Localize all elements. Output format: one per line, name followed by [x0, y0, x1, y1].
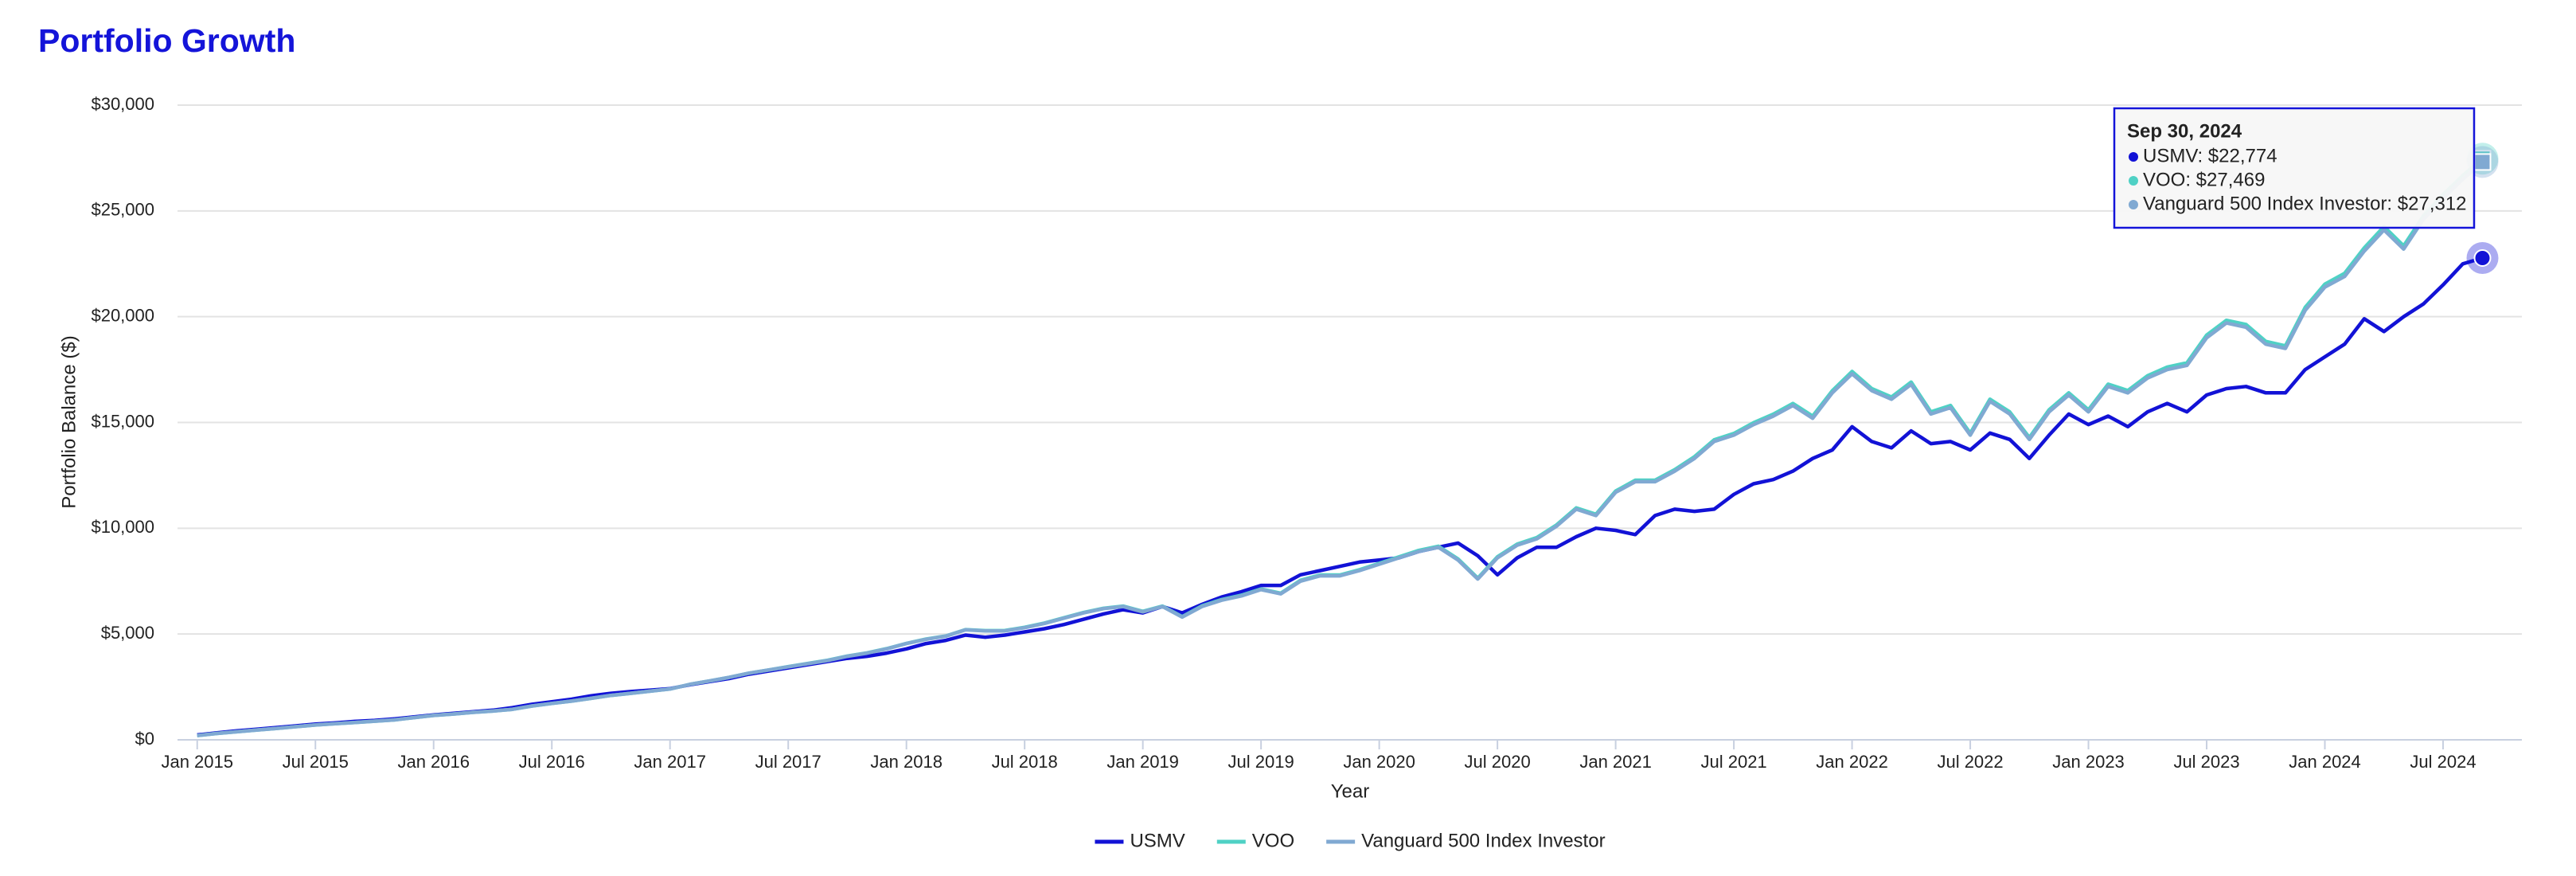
x-tick-label: Jul 2021 — [1700, 752, 1766, 772]
x-tick-label: Jan 2016 — [397, 752, 470, 772]
tooltip-entry: USMV: $22,774 — [2143, 145, 2277, 166]
series-line — [197, 256, 2484, 737]
tooltip-entry: VOO: $27,469 — [2143, 169, 2265, 190]
tooltip-entry: Vanguard 500 Index Investor: $27,312 — [2143, 193, 2467, 214]
tooltip-dot — [2129, 200, 2138, 209]
tooltip-dot — [2129, 152, 2138, 162]
series-line — [197, 160, 2484, 737]
y-tick-label: $30,000 — [91, 94, 154, 114]
x-tick-label: Jul 2023 — [2173, 752, 2239, 772]
x-tick-label: Jan 2020 — [1343, 752, 1415, 772]
x-tick-label: Jan 2021 — [1579, 752, 1652, 772]
tooltip-dot — [2129, 176, 2138, 186]
y-tick-label: $0 — [135, 729, 154, 749]
chart-title: Portfolio Growth — [38, 22, 295, 59]
x-tick-label: Jan 2015 — [161, 752, 233, 772]
legend: USMV VOO Vanguard 500 Index Investor — [1095, 830, 1606, 851]
legend-item: USMV — [1095, 830, 1185, 851]
y-tick-label: $20,000 — [91, 305, 154, 325]
x-tick-label: Jan 2018 — [870, 752, 943, 772]
y-tick-label: $25,000 — [91, 200, 154, 220]
tooltip-title: Sep 30, 2024 — [2127, 120, 2242, 142]
x-tick-label: Jul 2024 — [2410, 752, 2476, 772]
x-tick-label: Jan 2017 — [634, 752, 706, 772]
x-tick-label: Jan 2023 — [2052, 752, 2125, 772]
x-tick-label: Jan 2022 — [1816, 752, 1888, 772]
legend-item: VOO — [1216, 830, 1294, 851]
hover-marker — [2473, 153, 2492, 171]
hover-marker — [2473, 248, 2492, 267]
x-tick-label: Jul 2015 — [283, 752, 349, 772]
x-tick-label: Jul 2022 — [1937, 752, 2003, 772]
x-tick-label: Jan 2024 — [2289, 752, 2361, 772]
y-tick-label: $5,000 — [101, 623, 154, 643]
x-tick-label: Jul 2017 — [755, 752, 822, 772]
y-tick-label: $10,000 — [91, 517, 154, 537]
y-tick-label: $15,000 — [91, 411, 154, 431]
legend-item: Vanguard 500 Index Investor — [1326, 830, 1606, 851]
x-tick-label: Jul 2019 — [1228, 752, 1294, 772]
x-tick-label: Jul 2016 — [519, 752, 585, 772]
x-tick-label: Jan 2019 — [1107, 752, 1179, 772]
tooltip: Sep 30, 2024 USMV: $22,774 VOO: $27,469 Van… — [2113, 107, 2476, 229]
legend-label: VOO — [1252, 830, 1294, 851]
series-line — [197, 157, 2484, 737]
legend-label: USMV — [1130, 830, 1185, 851]
x-tick-label: Jul 2020 — [1465, 752, 1531, 772]
x-tick-label: Jul 2018 — [992, 752, 1058, 772]
tooltip-box — [2113, 107, 2476, 229]
x-axis-title: Year — [1331, 780, 1370, 802]
y-axis-title: Portfolio Balance ($) — [58, 335, 80, 508]
legend-label: Vanguard 500 Index Investor — [1361, 830, 1605, 851]
